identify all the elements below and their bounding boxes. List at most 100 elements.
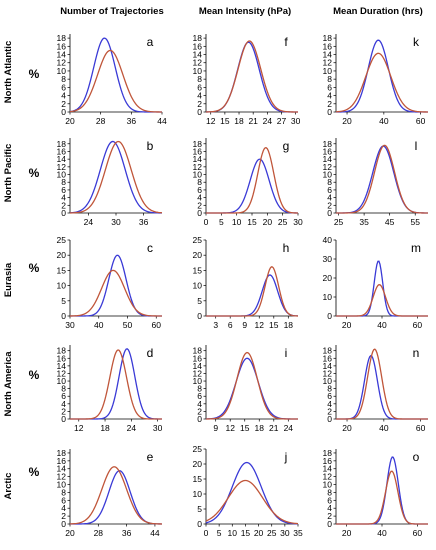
series-line-c-blue <box>70 254 162 317</box>
y-tick-label-j: 25 <box>193 444 203 454</box>
y-tick-label-j: 15 <box>193 474 203 484</box>
y-tick-label-n: 12 <box>323 368 333 378</box>
x-tick-label-i: 24 <box>284 423 294 433</box>
y-tick-label-m: 20 <box>323 273 333 283</box>
y-tick-label-h: 15 <box>193 265 203 275</box>
y-tick-label-e: 12 <box>57 472 67 482</box>
x-tick-label-h: 9 <box>242 320 247 330</box>
panel-letter-k: k <box>413 35 420 49</box>
panel-letter-n: n <box>413 346 420 360</box>
y-tick-label-j: 0 <box>197 519 202 529</box>
y-tick-label-k: 8 <box>327 74 332 84</box>
y-tick-label-o: 4 <box>327 503 332 513</box>
y-tick-label-g: 0 <box>197 208 202 218</box>
y-tick-label-h: 20 <box>193 250 203 260</box>
row-label-north-pacific: North Pacific <box>3 144 14 203</box>
y-tick-label-i: 4 <box>197 399 202 409</box>
y-tick-label-b: 8 <box>61 177 66 187</box>
x-tick-label-o: 60 <box>413 528 423 538</box>
x-tick-label-e: 44 <box>150 528 160 538</box>
y-tick-label-l: 6 <box>327 185 332 195</box>
y-tick-label-l: 2 <box>327 200 332 210</box>
y-tick-label-i: 8 <box>197 384 202 394</box>
row-label-eurasia: Eurasia <box>3 262 14 297</box>
y-tick-label-f: 10 <box>193 66 203 76</box>
y-tick-label-l: 12 <box>323 162 333 172</box>
x-tick-label-f: 27 <box>277 116 287 126</box>
column-header-duration: Mean Duration (hrs) <box>333 6 423 17</box>
y-tick-label-c: 25 <box>57 235 67 245</box>
y-tick-label-i: 12 <box>193 368 203 378</box>
series-line-g-blue <box>206 158 298 214</box>
x-tick-label-j: 10 <box>228 528 238 538</box>
y-tick-label-a: 10 <box>57 66 67 76</box>
x-tick-label-h: 18 <box>284 320 294 330</box>
series-line-m-red <box>336 284 428 317</box>
y-tick-label-f: 14 <box>193 50 203 60</box>
series-line-f-blue <box>205 41 298 113</box>
y-tick-label-k: 0 <box>327 107 332 117</box>
y-tick-label-f: 2 <box>197 99 202 109</box>
panel-letter-a: a <box>147 35 154 49</box>
y-tick-label-n: 16 <box>323 353 333 363</box>
series-line-d-red <box>70 349 162 420</box>
y-tick-label-k: 16 <box>323 41 333 51</box>
y-tick-label-j: 5 <box>197 504 202 514</box>
x-tick-label-c: 60 <box>152 320 162 330</box>
y-tick-label-b: 0 <box>61 208 66 218</box>
panel-letter-b: b <box>147 139 154 153</box>
y-tick-label-i: 2 <box>197 406 202 416</box>
y-tick-label-m: 10 <box>323 292 333 302</box>
y-tick-label-k: 18 <box>323 33 333 43</box>
y-tick-label-g: 12 <box>193 162 203 172</box>
y-tick-label-l: 0 <box>327 208 332 218</box>
x-tick-label-c: 30 <box>65 320 75 330</box>
series-line-n-blue <box>336 354 428 420</box>
y-tick-label-l: 16 <box>323 146 333 156</box>
y-tick-label-o: 18 <box>323 448 333 458</box>
y-tick-label-a: 16 <box>57 41 67 51</box>
y-tick-label-d: 2 <box>61 406 66 416</box>
y-tick-label-e: 8 <box>61 487 66 497</box>
y-tick-label-n: 4 <box>327 399 332 409</box>
x-tick-label-g: 25 <box>278 217 288 227</box>
y-tick-label-o: 14 <box>323 464 333 474</box>
x-tick-label-g: 20 <box>263 217 273 227</box>
x-tick-label-g: 15 <box>247 217 257 227</box>
y-tick-label-g: 10 <box>193 170 203 180</box>
y-tick-label-f: 12 <box>193 58 203 68</box>
y-tick-label-f: 16 <box>193 41 203 51</box>
x-tick-label-d: 18 <box>100 423 110 433</box>
series-line-c-red <box>69 269 162 317</box>
y-tick-label-k: 2 <box>327 99 332 109</box>
x-tick-label-e: 28 <box>94 528 104 538</box>
y-tick-label-a: 14 <box>57 50 67 60</box>
series-line-a-blue <box>69 37 162 113</box>
y-tick-label-l: 18 <box>323 139 333 149</box>
x-tick-label-g: 30 <box>293 217 303 227</box>
y-tick-label-m: 40 <box>323 235 333 245</box>
y-tick-label-o: 0 <box>327 519 332 529</box>
y-tick-label-f: 8 <box>197 74 202 84</box>
y-tick-label-g: 14 <box>193 154 203 164</box>
panel-letter-d: d <box>147 346 154 360</box>
percent-label-row-3: % <box>29 261 40 275</box>
panel-letter-c: c <box>147 241 153 255</box>
x-tick-label-f: 30 <box>291 116 301 126</box>
y-tick-label-o: 16 <box>323 456 333 466</box>
y-tick-label-k: 10 <box>323 66 333 76</box>
y-tick-label-n: 18 <box>323 346 333 356</box>
y-tick-label-g: 2 <box>197 200 202 210</box>
x-tick-label-h: 3 <box>213 320 218 330</box>
y-tick-label-k: 12 <box>323 58 333 68</box>
y-tick-label-o: 8 <box>327 487 332 497</box>
series-line-o-blue <box>336 456 428 525</box>
x-tick-label-h: 12 <box>255 320 265 330</box>
series-line-e-blue <box>70 470 163 525</box>
y-tick-label-e: 18 <box>57 448 67 458</box>
